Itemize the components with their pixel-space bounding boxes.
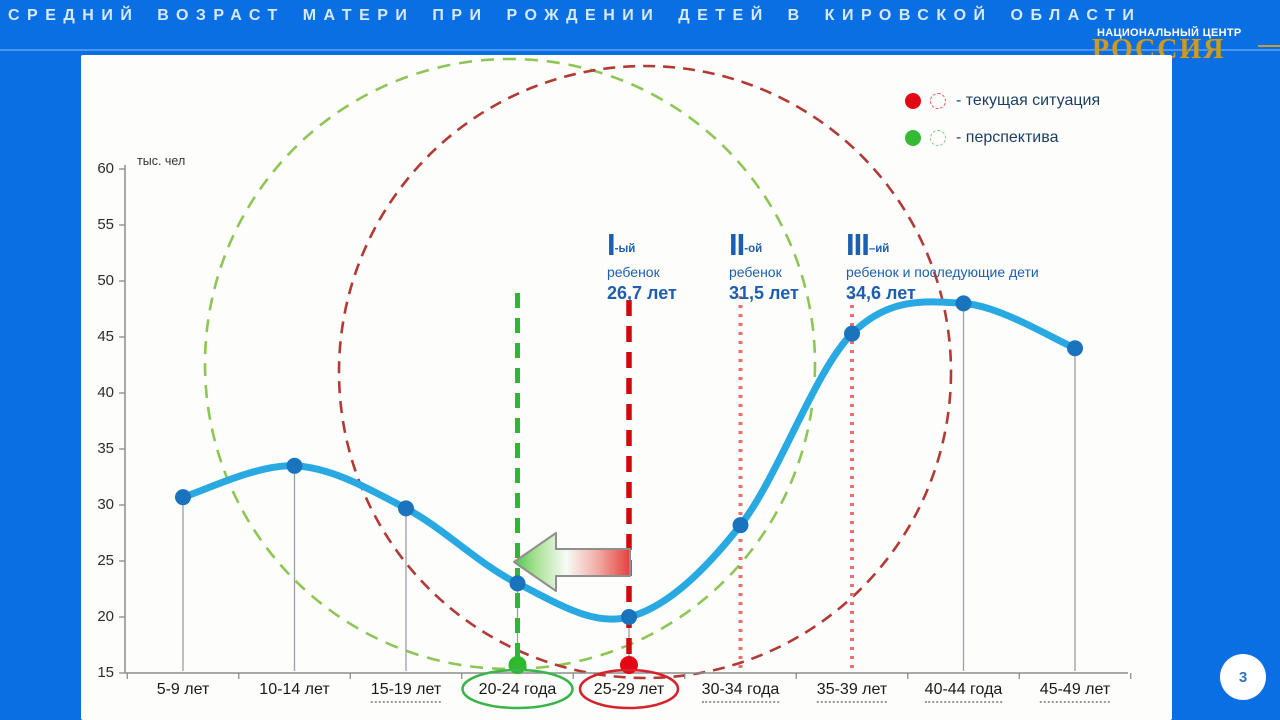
y-tick-label: 50 — [97, 272, 114, 289]
legend-label: - перспектива — [956, 129, 1059, 146]
page-title: СРЕДНИЙ ВОЗРАСТ МАТЕРИ ПРИ РОЖДЕНИИ ДЕТЕ… — [8, 7, 1142, 24]
perspective-dot-icon — [905, 130, 921, 146]
y-axis-unit-label: тыс. чел — [137, 154, 186, 168]
x-category-label: 25-29 лет — [593, 681, 665, 698]
annotation-first-child: I-ый ребенок 26,7 лет — [607, 228, 677, 304]
annotation-value: 34,6 лет — [846, 283, 916, 303]
current-dot-icon — [905, 93, 921, 109]
numeral-suffix: –ий — [868, 243, 890, 255]
current-dashed-circle-icon — [930, 93, 946, 109]
logo-gold-line — [1258, 45, 1280, 47]
page-number-badge: 3 — [1220, 654, 1266, 700]
annotation-third-child: III–ий ребенок и последующие дети 34,6 л… — [846, 228, 1039, 304]
perspective-dashed-circle-icon — [930, 130, 946, 146]
y-tick-label: 15 — [97, 664, 114, 681]
y-tick-label: 40 — [97, 384, 114, 401]
annotation-second-child: II-ой ребенок 31,5 лет — [729, 228, 799, 304]
roman-numeral: I — [607, 227, 616, 262]
x-category-label: 15-19 лет — [370, 681, 442, 703]
x-category-label: 35-39 лет — [816, 681, 888, 703]
annotation-value: 31,5 лет — [729, 283, 799, 303]
roman-numeral: III — [846, 227, 870, 262]
y-tick-label: 20 — [97, 608, 114, 625]
legend-item-perspective: - перспектива — [905, 123, 1100, 153]
annotation-text: ребенок — [729, 264, 782, 280]
x-category-label: 30-34 года — [701, 681, 780, 703]
legend-label: - текущая ситуация — [956, 92, 1101, 109]
header-divider — [0, 49, 1280, 51]
annotation-value: 26,7 лет — [607, 283, 677, 303]
x-category-label: 45-49 лет — [1039, 681, 1111, 703]
numeral-suffix: -ой — [744, 243, 763, 255]
y-tick-label: 45 — [97, 328, 114, 345]
x-category-label: 20-24 года — [478, 681, 557, 698]
x-category-label: 5-9 лет — [156, 681, 210, 698]
numeral-suffix: -ый — [614, 243, 636, 255]
x-category-label: 40-44 года — [924, 681, 1003, 703]
legend: - текущая ситуация - перспектива — [905, 86, 1100, 160]
x-category-label: 10-14 лет — [259, 681, 330, 698]
page-number: 3 — [1238, 668, 1248, 686]
roman-numeral: II — [729, 227, 745, 262]
y-tick-label: 60 — [97, 160, 114, 177]
y-tick-label: 35 — [97, 440, 114, 457]
annotation-text: ребенок и последующие дети — [846, 264, 1039, 280]
y-tick-label: 25 — [97, 552, 114, 569]
org-name-text: НАЦИОНАЛЬНЫЙ ЦЕНТР — [1097, 27, 1242, 39]
y-tick-label: 55 — [97, 216, 114, 233]
annotation-text: ребенок — [607, 264, 660, 280]
y-tick-label: 30 — [97, 496, 114, 513]
legend-item-current: - текущая ситуация — [905, 86, 1100, 116]
